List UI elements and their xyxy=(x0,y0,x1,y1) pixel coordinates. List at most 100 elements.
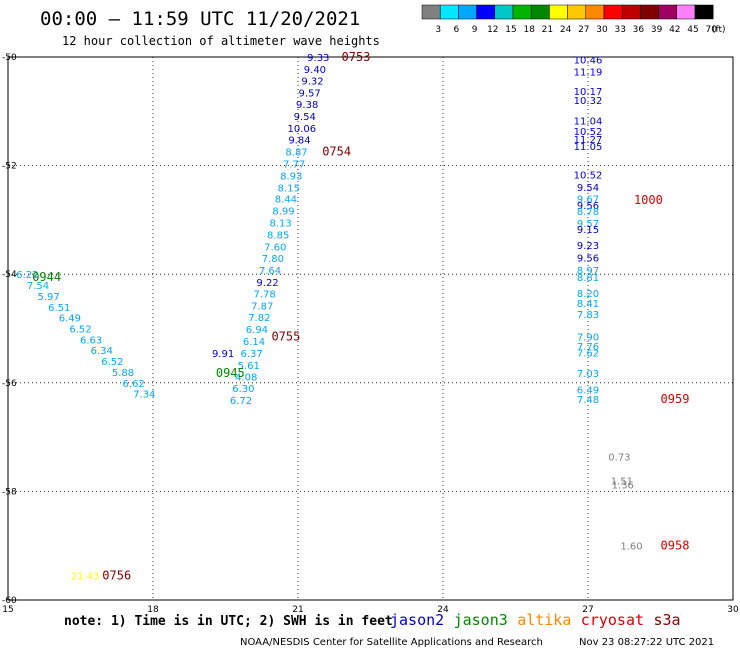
time-labels: 0753 0754 0755 0756 0944 0945 1000 0959 0958 xyxy=(32,50,689,583)
scale-unit: (ft) xyxy=(712,25,726,35)
legend-cryosat: cryosat xyxy=(581,611,644,629)
time-label: 0755 xyxy=(271,330,300,344)
swh-value: 8.87 xyxy=(285,147,307,158)
swh-value: 7.90 xyxy=(577,333,599,344)
x-tick-label: 21 xyxy=(292,605,303,615)
swh-value: 7.83 xyxy=(577,310,599,321)
scale-swatch xyxy=(476,4,496,20)
time-label: 0959 xyxy=(661,392,690,406)
swh-value: 8.85 xyxy=(267,231,289,242)
scale-swatch xyxy=(458,4,477,20)
legend-s3a: s3a xyxy=(654,611,681,629)
scale-swatch xyxy=(549,4,568,20)
scale-label: 39 xyxy=(651,25,663,35)
swh-value: 9.84 xyxy=(288,136,310,147)
swh-value: 9.32 xyxy=(301,76,323,87)
scale-swatch xyxy=(585,4,605,20)
swh-value: 21.43 xyxy=(71,572,100,583)
scale-label: 36 xyxy=(633,25,645,35)
swh-value: 6.94 xyxy=(246,325,268,336)
swh-value: 8.13 xyxy=(269,219,291,230)
swh-value: 5.97 xyxy=(37,292,59,303)
swh-value: 1.36 xyxy=(612,480,634,491)
chart-title: 00:00 – 11:59 UTC 11/20/2021 xyxy=(40,8,360,30)
y-tick-label: -50 xyxy=(2,53,17,63)
time-label: 0945 xyxy=(216,366,245,380)
color-scale: 3 6 9 12 15 18 21 24 27 30 33 36 39 42 45 70 xyxy=(421,4,717,35)
time-label: 0754 xyxy=(322,144,351,158)
plot-frame xyxy=(7,56,734,601)
swh-value: 6.63 xyxy=(80,335,102,346)
swh-value: 8.78 xyxy=(577,207,599,218)
swh-value: 7.80 xyxy=(262,254,284,265)
scale-swatch xyxy=(658,4,678,20)
swh-value: 8.97 xyxy=(577,266,599,277)
legend-jason2: jason2 xyxy=(390,611,444,629)
swh-value: 8.41 xyxy=(577,299,599,310)
swh-value: 9.40 xyxy=(304,65,326,76)
swh-value: 11.27 xyxy=(574,135,603,146)
swh-value: 7.34 xyxy=(133,390,155,401)
swh-value: 9.38 xyxy=(296,100,318,111)
swh-value: 7.87 xyxy=(251,302,273,313)
legend-jason3: jason3 xyxy=(454,611,508,629)
swh-value: 9.33 xyxy=(307,53,329,64)
swh-value: 9.54 xyxy=(577,183,599,194)
x-tick-label: 27 xyxy=(582,605,593,615)
swh-value: 9.56 xyxy=(577,201,599,212)
swh-value: 4.08 xyxy=(235,372,257,383)
swh-value: 7.64 xyxy=(259,266,281,277)
note-text: note: 1) Time is in UTC; 2) SWH is in fe… xyxy=(64,614,393,629)
data-points: 9.339.409.329.579.389.5410.069.848.877.7… xyxy=(16,53,642,583)
swh-value: 9.23 xyxy=(577,241,599,252)
swh-value: 10.46 xyxy=(574,56,603,67)
y-tick-labels: -50 -52 -54 -56 -58 -60 xyxy=(2,53,17,606)
swh-value: 10.17 xyxy=(574,87,603,98)
swh-value: 8.20 xyxy=(577,289,599,300)
swh-value: 11.05 xyxy=(574,142,603,153)
swh-value: 6.51 xyxy=(48,303,70,314)
swh-value: 7.76 xyxy=(577,342,599,353)
time-label: 0753 xyxy=(342,50,371,64)
timestamp-text: Nov 23 08:27:22 UTC 2021 xyxy=(579,637,714,648)
scale-label: 45 xyxy=(687,25,698,35)
time-label: 0756 xyxy=(102,569,131,583)
swh-value: 6.52 xyxy=(101,357,123,368)
swh-value: 7.03 xyxy=(577,369,599,380)
x-tick-label: 15 xyxy=(2,605,13,615)
swh-value: 6.49 xyxy=(577,385,599,396)
swh-value: 10.06 xyxy=(288,124,317,135)
scale-swatch xyxy=(567,4,587,20)
y-tick-label: -54 xyxy=(2,270,17,280)
swh-value: 7.78 xyxy=(254,290,276,301)
scale-label: 9 xyxy=(472,25,478,35)
swh-value: 8.15 xyxy=(278,183,300,194)
x-tick-label: 18 xyxy=(147,605,159,615)
swh-value: 6.34 xyxy=(91,346,113,357)
y-tick-label: -58 xyxy=(2,487,17,497)
scale-swatch xyxy=(640,4,659,20)
swh-value: 7.48 xyxy=(577,395,599,406)
swh-value: 10.52 xyxy=(574,170,603,181)
swh-value: 9.56 xyxy=(577,253,599,264)
swh-value: 7.82 xyxy=(248,313,270,324)
swh-value: 1.51 xyxy=(611,477,633,488)
swh-value: 7.60 xyxy=(264,243,286,254)
swh-value: 6.52 xyxy=(69,325,91,336)
scale-swatch xyxy=(603,4,623,20)
y-tick-label: -60 xyxy=(2,596,17,606)
swh-value: 8.93 xyxy=(280,171,302,182)
swh-value: 0.73 xyxy=(608,453,630,464)
scale-label: 33 xyxy=(614,25,625,35)
scale-swatch xyxy=(494,4,514,20)
swh-value: 5.88 xyxy=(112,368,134,379)
swh-value: 6.72 xyxy=(230,396,252,407)
scale-label: 18 xyxy=(523,25,535,35)
scale-swatch xyxy=(512,4,532,20)
x-tick-labels: 15 18 21 24 27 30 xyxy=(2,605,739,615)
scale-swatch xyxy=(676,4,696,20)
swh-value: 8.99 xyxy=(272,207,294,218)
scale-swatch xyxy=(421,4,441,20)
y-tick-label: -56 xyxy=(2,379,17,389)
